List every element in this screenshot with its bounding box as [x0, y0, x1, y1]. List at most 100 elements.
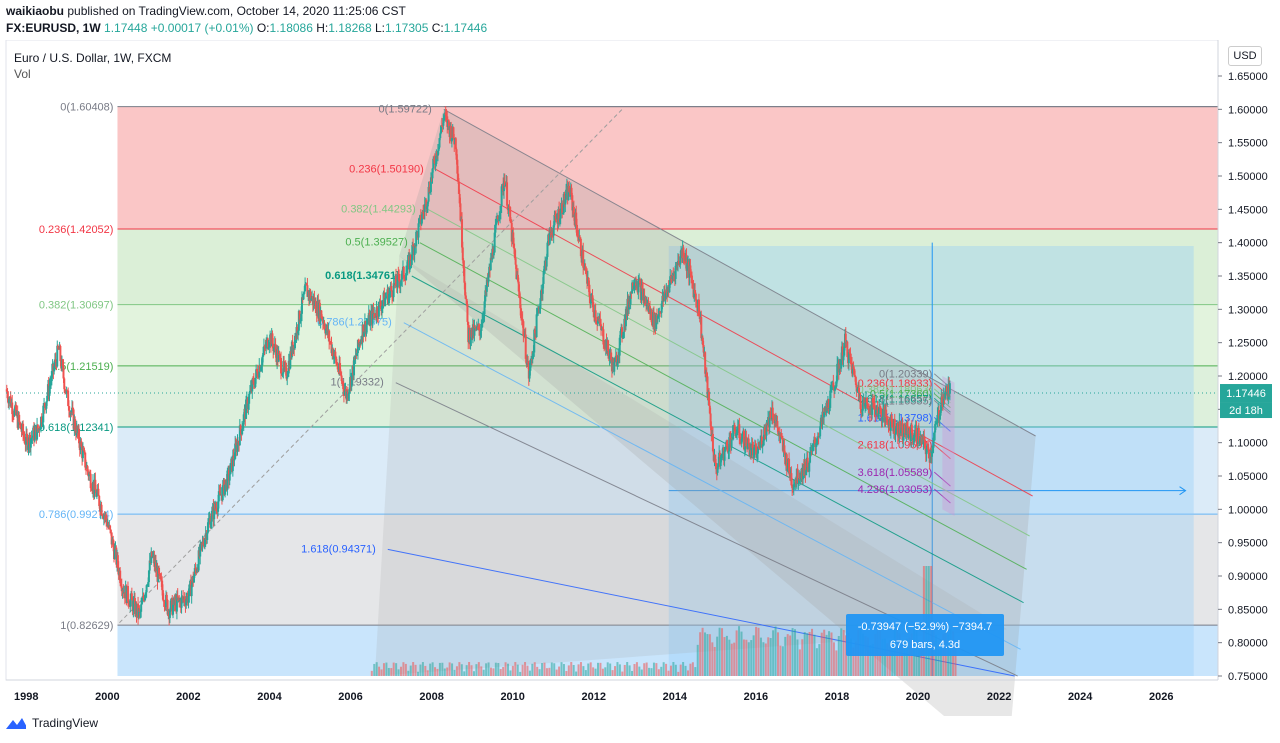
candle-body [236, 441, 239, 452]
candle-body [608, 355, 611, 359]
candle-body [461, 219, 464, 248]
volume-bar [616, 662, 619, 676]
candle-body [555, 215, 558, 220]
candle-body [180, 596, 183, 608]
candle-body [659, 311, 662, 313]
candle-body [595, 320, 598, 322]
volume-bar [886, 643, 889, 676]
candle-body [306, 285, 309, 297]
price-chart[interactable]: 0(1.60408) 0.236(1.42052) 0.382(1.30697) 0.… [0, 40, 1280, 716]
candle-body [543, 265, 546, 271]
candle-body [357, 339, 360, 346]
candle-body [300, 297, 303, 314]
candle-body [67, 406, 70, 411]
volume-bar [385, 662, 388, 676]
volume-bar [701, 627, 704, 676]
candle-body [163, 601, 166, 607]
candle-body [890, 415, 893, 422]
candle-body [71, 407, 74, 410]
publish-info: waikiaobu published on TradingView.com, … [6, 4, 406, 18]
candle-body [161, 580, 164, 591]
candle-body [804, 461, 807, 476]
candle-body [873, 402, 876, 410]
candle-body [545, 256, 548, 267]
candle-body [783, 445, 786, 453]
candle-body [715, 462, 718, 470]
candle-body [95, 492, 98, 497]
fib-ext-label: 0(1.20339) [879, 369, 932, 381]
candle-body [806, 457, 809, 467]
candle-body [694, 289, 697, 294]
fib-ext-line [933, 400, 951, 415]
candle-body [110, 532, 113, 545]
candle-body [254, 378, 257, 387]
price-tick-label: 1.60000 [1228, 104, 1268, 116]
price-tick-label: 0.85000 [1228, 604, 1268, 616]
volume-label[interactable]: Vol [14, 67, 31, 81]
candle-body [70, 412, 73, 414]
candle-body [927, 449, 930, 459]
candle-body [452, 127, 455, 139]
candle-body [487, 274, 490, 283]
candle-body [438, 138, 441, 148]
volume-bar [487, 662, 490, 676]
candle-body [40, 417, 43, 424]
author-name[interactable]: waikiaobu [6, 4, 65, 18]
candle-body [592, 302, 595, 313]
fib-ext-label: 0.236(1.18933) [858, 378, 933, 390]
candle-body [159, 574, 162, 579]
price-tick-label: 0.95000 [1228, 538, 1268, 550]
fib-channel-label: 1(1.19332) [331, 377, 384, 389]
candle-body [530, 358, 533, 360]
publish-text: published on TradingView.com, October 14… [67, 4, 406, 18]
volume-bar [645, 662, 648, 676]
candle-body [262, 353, 265, 357]
candle-body [913, 430, 916, 438]
time-tick-label: 2024 [1068, 691, 1093, 703]
candle-body [552, 225, 555, 236]
candle-body [861, 402, 864, 411]
candle-body [913, 437, 916, 439]
candle-body [466, 304, 469, 322]
candle-body [596, 319, 599, 324]
volume-bar [455, 666, 458, 676]
candle-body [255, 369, 258, 379]
candle-body [358, 342, 361, 346]
candle-body [686, 263, 689, 271]
volume-bar [883, 638, 886, 676]
candle-body [833, 387, 836, 391]
volume-bar [514, 662, 517, 676]
volume-bar [572, 665, 575, 676]
high-label: H: [316, 21, 329, 35]
candle-body [105, 520, 108, 527]
currency-button[interactable]: USD [1228, 46, 1262, 66]
volume-bar [811, 628, 814, 676]
measure-tooltip [846, 614, 1004, 656]
volume-bar [699, 632, 702, 676]
volume-bar [725, 635, 728, 676]
candle-body [218, 491, 221, 493]
candle-body [140, 604, 143, 612]
candle-body [340, 375, 343, 382]
volume-bar [640, 669, 643, 676]
candle-body [519, 296, 522, 309]
candle-body [655, 314, 658, 329]
candle-body [702, 345, 705, 353]
volume-bar [796, 639, 799, 676]
volume-bar [597, 662, 600, 676]
candle-body [753, 447, 756, 458]
candle-body [689, 265, 692, 274]
candle-body [827, 399, 830, 409]
candle-body [415, 231, 418, 247]
candle-body [945, 386, 948, 392]
volume-bar [708, 634, 711, 676]
candle-body [169, 600, 172, 611]
volume-bar [521, 664, 524, 676]
candle-body [603, 344, 606, 348]
volume-bar [832, 642, 835, 676]
series-title[interactable]: Euro / U.S. Dollar, 1W, FXCM [14, 51, 172, 65]
volume-bar [801, 639, 804, 676]
candle-body [463, 268, 466, 283]
candle-body [36, 424, 39, 431]
candle-body [533, 329, 536, 353]
